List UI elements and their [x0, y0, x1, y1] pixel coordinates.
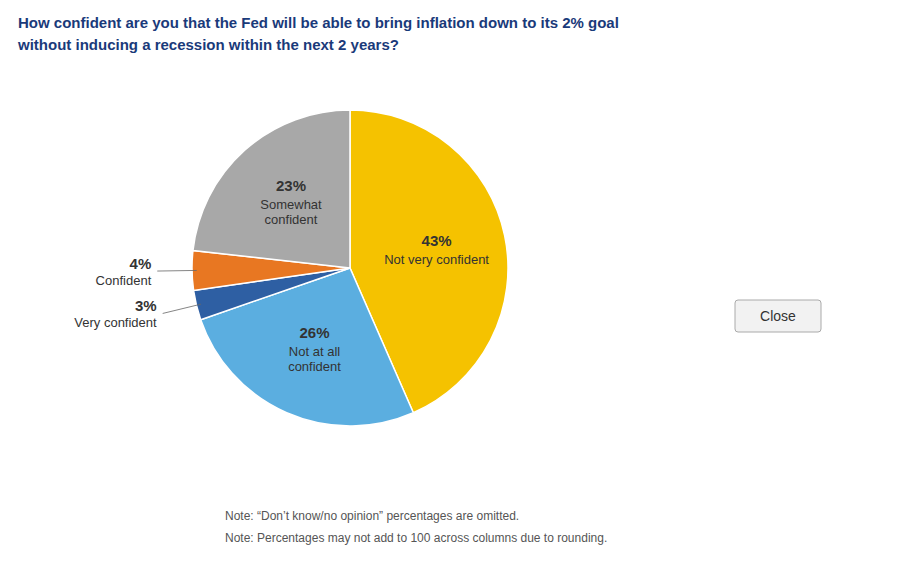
category-label: Not very confident — [384, 252, 489, 267]
category-label: Somewhatconfident — [260, 197, 322, 227]
labels: 43% Not very confident 26% Not at allconfid… — [74, 177, 489, 374]
note: Note: Percentages may not add to 100 acr… — [225, 531, 607, 545]
title: How confident are you that the Fed will … — [18, 14, 619, 31]
pie — [192, 110, 508, 426]
close-button[interactable]: Close — [735, 300, 821, 332]
close-button-box[interactable] — [735, 300, 821, 332]
slice — [193, 110, 350, 268]
data-label: 43% — [422, 232, 452, 249]
data-label: 3% — [135, 297, 157, 314]
leader-line — [157, 270, 196, 272]
category-label: Not at allconfident — [288, 344, 341, 374]
close-button-label[interactable]: Close — [760, 308, 796, 324]
subtitle: without inducing a recession within the … — [17, 36, 399, 53]
category-label: Very confident — [74, 315, 157, 330]
data-label: 4% — [130, 255, 152, 272]
note: Note: “Don’t know/no opinion” percentage… — [225, 509, 519, 523]
category-label: Confident — [96, 273, 152, 288]
leader-line — [163, 304, 201, 313]
data-label: 23% — [276, 177, 306, 194]
chart: How confident are you that the Fed will … — [0, 0, 900, 573]
data-label: 26% — [300, 324, 330, 341]
